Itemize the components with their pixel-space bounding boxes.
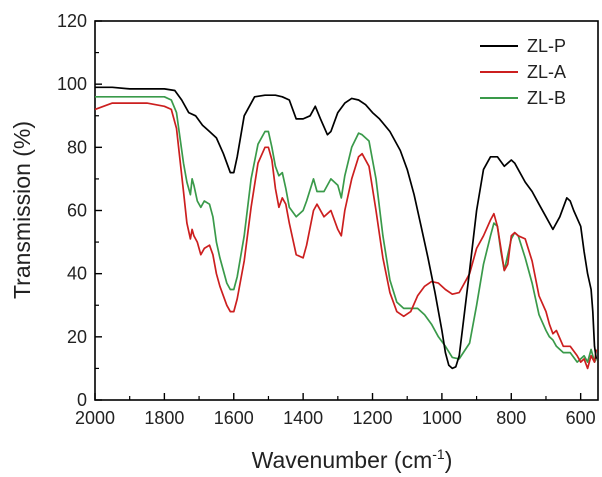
y-tick-label: 0 <box>77 390 87 410</box>
x-axis-ticks: 2000 1800 1600 1400 1200 1000 800 600 <box>75 393 596 428</box>
legend-label-zl-a: ZL-A <box>527 62 566 82</box>
y-axis-title: Transmission (%) <box>9 121 35 299</box>
series-line-zl-p <box>95 86 598 370</box>
x-tick-label: 600 <box>566 408 596 428</box>
x-tick-label: 1800 <box>144 408 184 428</box>
plot-frame <box>94 20 599 401</box>
x-tick-label: 1000 <box>422 408 462 428</box>
legend-label-zl-p: ZL-P <box>527 36 566 56</box>
series-line-zl-a <box>94 102 598 370</box>
x-axis-title-close: ) <box>445 447 453 473</box>
x-tick-label: 1600 <box>214 408 254 428</box>
y-tick-label: 120 <box>57 11 87 31</box>
x-tick-label: 800 <box>496 408 526 428</box>
legend: ZL-P ZL-A ZL-B <box>480 36 566 108</box>
y-tick-label: 60 <box>67 201 87 221</box>
plot-area: 2000 1800 1600 1400 1200 1000 800 600 0 20 40 60 80… <box>57 11 599 428</box>
y-tick-label: 80 <box>67 137 87 157</box>
x-axis-title: Wavenumber (cm-1) <box>252 446 453 473</box>
series-layer <box>94 86 598 370</box>
x-tick-label: 1400 <box>283 408 323 428</box>
legend-label-zl-b: ZL-B <box>527 88 566 108</box>
x-tick-label: 1200 <box>352 408 392 428</box>
x-tick-label: 2000 <box>75 408 115 428</box>
series-line-zl-b <box>95 95 598 363</box>
y-tick-label: 100 <box>57 74 87 94</box>
y-axis-ticks: 0 20 40 60 80 100 120 <box>57 11 102 410</box>
x-axis-title-superscript: -1 <box>432 446 445 462</box>
y-tick-label: 40 <box>67 264 87 284</box>
y-tick-label: 20 <box>67 327 87 347</box>
